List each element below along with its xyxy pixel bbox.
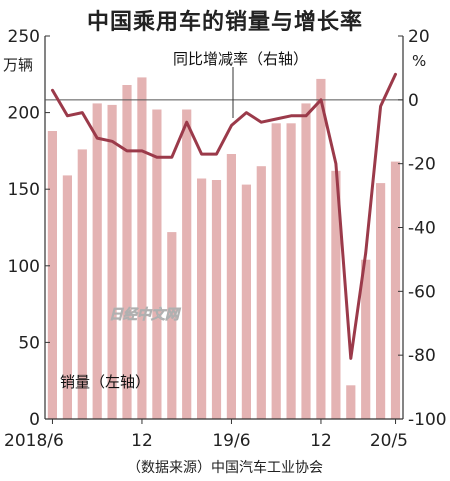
left-tick-label: 0 [29,410,40,430]
line-point-2019/6 [230,124,233,127]
bar-2020/5 [390,161,401,419]
line-point-2018/9 [96,137,98,139]
right-tick-label: -20 [408,155,436,175]
bar-2019/4 [197,178,207,419]
line-point-2020/3 [364,252,367,254]
bar-2019/7 [241,184,251,419]
line-point-2019/7 [245,111,248,114]
bar-2018/10 [107,104,117,420]
x-tick-label: 12 [310,431,332,451]
line-point-2018/8 [81,111,84,114]
left-tick-label: 50 [18,333,40,353]
bar-2018/8 [77,149,87,419]
line-point-2020/4 [379,105,382,107]
line-point-2019/11 [305,115,307,117]
line-point-2019/12 [320,99,322,101]
x-tick-label: 20/5 [370,431,408,451]
chart-title: 中国乘用车的销量与增长率 [86,10,363,35]
line-series [51,67,397,360]
line-point-2018/7 [66,115,69,117]
line-point-2018/10 [111,140,113,143]
left-tick-label: 250 [8,27,40,47]
x-tick-label: 12 [131,431,153,451]
right-tick-label: -100 [408,410,447,430]
line-point-2019/9 [275,118,278,120]
bar-2019/3 [182,109,192,419]
line-point-2019/4 [200,153,203,155]
right-tick-label: 20 [408,27,430,47]
bar-2018/11 [122,85,132,419]
line-point-2019/1 [156,156,158,159]
line-point-2020/5 [394,73,397,76]
line-point-2018/12 [141,150,143,152]
x-tick-label: 2018/6 [4,431,64,451]
left-tick-label: 200 [8,104,40,124]
right-axis-unit: % [412,52,426,70]
line-point-2019/3 [185,121,188,123]
bar-2020/2 [346,385,356,419]
left-tick-label: 100 [8,257,40,277]
right-tick-label: -40 [408,219,436,239]
bar-2019/10 [286,123,296,420]
line-point-2020/2 [350,357,352,360]
x-tick-label: 19/6 [212,431,250,451]
line-point-2018/6 [51,89,54,92]
bar-2019/1 [152,109,162,419]
left-tick-label: 150 [8,180,40,200]
line-point-2019/8 [260,121,263,123]
line-point-2019/5 [215,153,218,155]
source-note: （数据来源）中国汽车工业协会 [127,460,323,476]
bar-2019/9 [271,123,281,420]
right-tick-label: -60 [408,282,436,302]
watermark-text: 日经中文网 [109,306,181,323]
right-tick-label: 0 [408,91,419,111]
growth-rate-line [51,72,397,360]
bar-2020/3 [361,259,371,419]
right-tick-label: -80 [408,346,436,366]
bar-series-label: 销量（左轴） [60,373,150,391]
bar-2018/6 [47,131,57,419]
bar-2019/11 [301,103,311,420]
bar-2019/8 [256,166,266,419]
line-point-2020/1 [335,162,337,165]
bar-2018/12 [137,77,147,420]
bar-2018/9 [92,103,102,420]
line-point-2019/2 [171,156,173,159]
bar-2020/4 [376,183,386,419]
line-series-label: 同比增减率（右轴） [173,50,308,68]
bar-2018/7 [62,175,72,419]
line-point-2018/11 [126,150,128,152]
line-point-2019/10 [290,115,292,117]
bar-series [47,77,401,420]
bar-2019/5 [211,180,222,419]
bar-2019/6 [226,154,236,419]
left-axis-unit: 万辆 [3,56,33,74]
tick-labels: 0 50 100 150 200 250 -100 -80 -60 -40 -20 0 20 2018/6… [4,27,447,451]
bar-2019/2 [167,232,177,419]
bar-2020/1 [331,170,341,419]
bar-2019/12 [316,78,326,420]
